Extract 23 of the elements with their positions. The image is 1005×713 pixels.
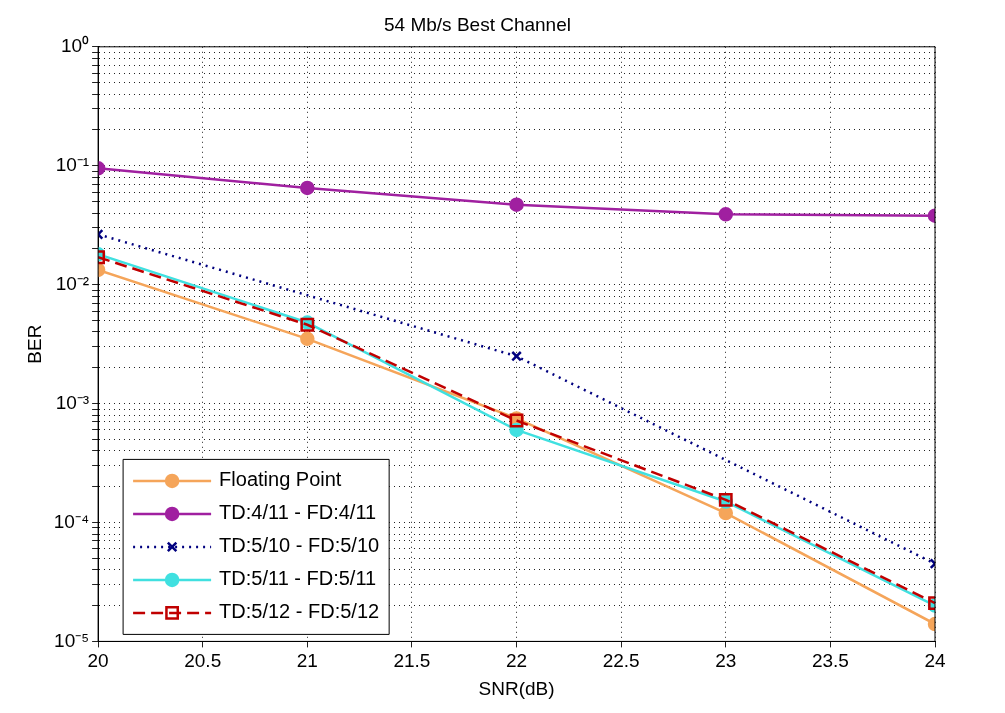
legend-label: Floating Point: [219, 468, 342, 491]
x-tick-label: 22.5: [602, 650, 640, 672]
x-tick-label: 23.5: [811, 650, 849, 672]
x-tick-label: 23: [715, 650, 737, 672]
legend-label: TD:5/12 - FD:5/12: [219, 600, 380, 623]
x-tick-label: 20.5: [184, 650, 222, 672]
y-tick-label: 10⁻⁴: [53, 510, 90, 532]
x-tick-label: 21.5: [393, 650, 431, 672]
y-tick-label: 10⁻²: [55, 272, 90, 294]
y-tick-label: 10⁻³: [55, 391, 90, 413]
x-tick-label: 22: [505, 650, 528, 672]
chart-title: 54 Mb/s Best Channel: [384, 13, 571, 35]
y-tick-label: 10⁰: [60, 35, 90, 57]
y-tick-label: 10⁻¹: [55, 153, 90, 175]
x-tick-label: 24: [924, 650, 946, 672]
legend-label: TD:4/11 - FD:4/11: [219, 501, 377, 524]
x-tick-label: 21: [296, 650, 318, 672]
y-tick-label: 10⁻⁵: [54, 629, 90, 651]
legend-label: TD:5/11 - FD:5/11: [219, 567, 377, 590]
y-axis-title: BER: [23, 324, 45, 364]
x-tick-label: 20: [87, 650, 109, 672]
legend-label: TD:5/10 - FD:5/10: [219, 534, 380, 557]
x-axis-title: SNR(dB): [478, 677, 555, 699]
